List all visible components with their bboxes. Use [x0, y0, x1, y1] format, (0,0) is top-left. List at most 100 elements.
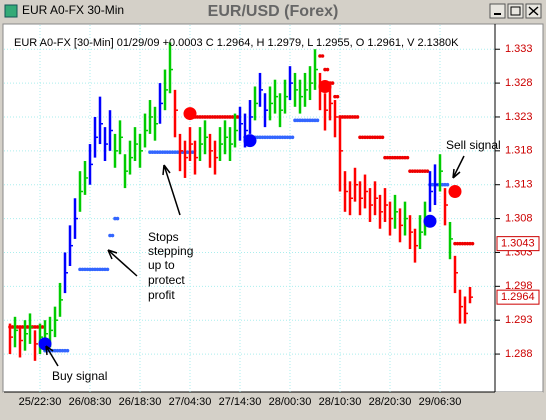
- stop-dot: [175, 150, 180, 154]
- stop-dot: [345, 115, 350, 119]
- stop-dot: [440, 182, 445, 187]
- stop-dot: [460, 241, 465, 246]
- stop-dot: [263, 135, 267, 140]
- stop-dot: [323, 67, 327, 72]
- stop-dot: [295, 118, 300, 123]
- stop-dot: [453, 241, 457, 246]
- x-tick-label: 25/22:30: [19, 396, 62, 408]
- stop-dot: [458, 241, 462, 246]
- signal: [318, 79, 332, 93]
- minimize-button[interactable]: [489, 3, 506, 19]
- stop-dot: [455, 241, 460, 246]
- stop-dot: [228, 115, 232, 119]
- stop-dot: [33, 325, 37, 329]
- maximize-button[interactable]: [507, 3, 524, 19]
- stop-dot: [320, 54, 325, 58]
- stop-dot: [408, 169, 412, 173]
- stop-dot: [388, 155, 392, 160]
- stop-dot: [85, 267, 90, 272]
- stop-dot: [195, 115, 200, 119]
- stop-dot: [93, 267, 97, 272]
- stop-dot: [333, 94, 337, 99]
- stop-dot: [348, 115, 352, 119]
- stop-dot: [210, 115, 215, 119]
- x-tick-label: 28/00:30: [269, 396, 312, 408]
- stop-dot: [413, 169, 417, 173]
- y-tick-label: 1.328: [505, 77, 533, 89]
- stop-dot: [270, 135, 275, 140]
- stop-dot: [230, 115, 235, 119]
- stop-dot: [283, 135, 287, 140]
- annotation-sell: Sell signal: [446, 138, 501, 179]
- stop-dot: [330, 81, 335, 85]
- x-tick-label: 29/06:30: [419, 396, 462, 408]
- chart-title: EUR/USD (Forex): [208, 3, 339, 20]
- stop-dot: [375, 135, 380, 140]
- stop-dot: [315, 118, 320, 123]
- x-tick-label: 27/04:30: [169, 396, 212, 408]
- stop-dot: [400, 155, 405, 160]
- plot: 1.288 1.293 1.298 1.303 1.308 1.313 1.318 1.323…: [3, 24, 543, 418]
- stop-dot: [305, 118, 310, 123]
- chart-area: [2, 23, 544, 393]
- stop-dot: [205, 115, 210, 119]
- stop-dot: [470, 241, 475, 246]
- annotation-text: Sell signal: [446, 138, 501, 152]
- stop-dot: [325, 67, 330, 72]
- stop-dot: [80, 267, 85, 272]
- stop-dot: [190, 150, 195, 154]
- stop-dot: [343, 115, 347, 119]
- window-buttons[interactable]: [489, 3, 542, 19]
- close-icon: [528, 6, 539, 16]
- stop-dot: [218, 115, 222, 119]
- stop-dot: [308, 118, 312, 123]
- stop-dot: [398, 155, 402, 160]
- y-tick-label: 1.323: [505, 111, 533, 123]
- stop-dot: [430, 182, 435, 187]
- stop-dot: [35, 325, 40, 329]
- stop-dot: [173, 150, 177, 154]
- annotation-buy: Buy signal: [45, 345, 107, 383]
- stop-dot: [280, 135, 285, 140]
- stop-dot: [215, 115, 220, 119]
- window-title: EUR A0-FX 30-Min: [22, 3, 124, 17]
- stop-dot: [278, 135, 282, 140]
- stop-dot: [303, 118, 307, 123]
- stop-dot: [108, 233, 112, 238]
- stop-dot: [165, 150, 170, 154]
- stop-dot: [383, 155, 387, 160]
- stop-dot: [273, 135, 277, 140]
- stop-dot: [255, 135, 260, 140]
- price-marker-label: 1.3043: [501, 238, 535, 250]
- stop-dot: [378, 135, 382, 140]
- stop-dot: [90, 267, 95, 272]
- stop-dot: [223, 115, 227, 119]
- stop-dot: [15, 325, 20, 329]
- stop-dot: [423, 169, 427, 173]
- x-tick-label: 27/14:30: [219, 396, 262, 408]
- price-marker-label: 1.2964: [501, 291, 535, 303]
- annotation-text: Stops: [148, 230, 179, 244]
- stop-dot: [288, 135, 292, 140]
- stop-dot: [200, 115, 205, 119]
- stop-dot: [268, 135, 272, 140]
- stop-dot: [290, 135, 295, 140]
- y-tick-label: 1.303: [505, 246, 533, 258]
- stop-dot: [53, 348, 57, 353]
- stop-dot: [63, 348, 67, 353]
- title-bar: [2, 2, 544, 22]
- stop-dot: [95, 267, 100, 272]
- stop-dot: [318, 54, 322, 58]
- stop-dot: [58, 348, 62, 353]
- stop-dot: [65, 348, 70, 353]
- annotation-text: protect: [148, 273, 185, 287]
- stop-dot: [78, 267, 82, 272]
- x-tick-label: 26/08:30: [69, 396, 112, 408]
- stop-dot: [395, 155, 400, 160]
- stop-dot: [10, 325, 15, 329]
- y-tick-label: 1.333: [505, 43, 533, 55]
- stop-dot: [160, 150, 165, 154]
- stop-dot: [83, 267, 87, 272]
- stop-dot: [105, 267, 110, 272]
